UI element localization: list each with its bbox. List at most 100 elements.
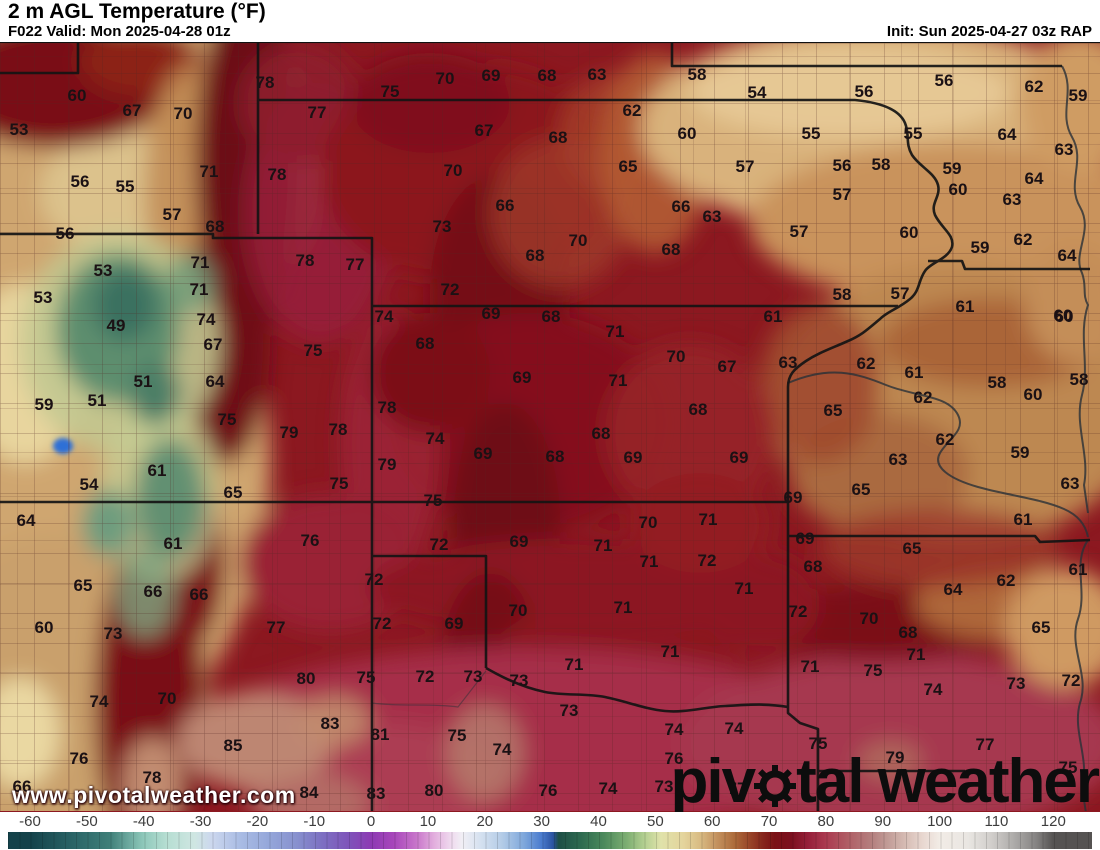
temp-label: 71: [661, 642, 680, 661]
temp-label: 66: [144, 582, 163, 601]
temp-label: 61: [956, 297, 975, 316]
temp-label: 75: [357, 668, 376, 687]
brand-text-pre: piv: [670, 747, 757, 816]
temp-label: 72: [441, 280, 460, 299]
temp-label: 72: [1062, 671, 1081, 690]
temp-label: 56: [855, 82, 874, 101]
temp-label: 62: [914, 388, 933, 407]
header-bar: 2 m AGL Temperature (°F) F022 Valid: Mon…: [0, 0, 1100, 42]
temp-label: 68: [804, 557, 823, 576]
temp-label: 64: [944, 580, 963, 599]
colorbar-tick: -20: [246, 813, 269, 830]
temp-label: 56: [833, 156, 852, 175]
temp-label: 62: [1014, 230, 1033, 249]
temp-label: 69: [796, 529, 815, 548]
temp-label: 78: [329, 420, 348, 439]
temp-label: 80: [425, 781, 444, 800]
temp-label: 63: [779, 353, 798, 372]
temp-label: 62: [1025, 77, 1044, 96]
temp-label: 57: [833, 185, 852, 204]
temp-label: 51: [88, 391, 107, 410]
temp-label: 72: [698, 551, 717, 570]
temp-label: 71: [200, 162, 219, 181]
temp-label: 69: [784, 488, 803, 507]
temp-label: 77: [346, 255, 365, 274]
temp-label: 68: [689, 400, 708, 419]
temp-label: 60: [68, 86, 87, 105]
temp-label: 85: [224, 736, 243, 755]
temp-label: 81: [371, 725, 390, 744]
temp-label: 77: [308, 103, 327, 122]
website-watermark: www.pivotalweather.com: [12, 782, 296, 808]
temp-label: 62: [857, 354, 876, 373]
temp-label: 72: [430, 535, 449, 554]
weather-map: 60 67 70 53 78 56 55 57 71 68 56 53 71 71 53 75 70 69 68 63…: [0, 42, 1100, 814]
valid-time-label: F022 Valid: Mon 2025-04-28 01z: [8, 23, 231, 40]
temp-label: 84: [300, 783, 319, 802]
colorbar-tick: 0: [366, 813, 376, 830]
temp-label: 71: [191, 253, 210, 272]
temp-label: 57: [790, 222, 809, 241]
temp-label: 70: [860, 609, 879, 628]
temp-label: 70: [158, 689, 177, 708]
colorbar-tick: 120: [1040, 813, 1066, 830]
temp-label: 76: [539, 781, 558, 800]
temp-label: 69: [730, 448, 749, 467]
temp-label: 70: [174, 104, 193, 123]
temp-label: 66: [496, 196, 515, 215]
temp-label: 79: [378, 455, 397, 474]
temp-label: 68: [546, 447, 565, 466]
temp-label: 71: [699, 510, 718, 529]
temp-label: 68: [538, 66, 557, 85]
temp-label: 65: [852, 480, 871, 499]
rivers: [371, 65, 1090, 811]
temp-label: 73: [464, 667, 483, 686]
temp-label: 71: [640, 552, 659, 571]
map-canvas: 60 67 70 53 78 56 55 57 71 68 56 53 71 71 53 75 70 69 68 63…: [0, 43, 1100, 811]
temp-label: 70: [569, 231, 588, 250]
temp-label: 61: [1069, 560, 1088, 579]
temp-label: 60: [949, 180, 968, 199]
temp-label: 76: [665, 749, 684, 768]
temp-label: 74: [375, 307, 394, 326]
temp-label: 69: [474, 444, 493, 463]
temp-label: 66: [190, 585, 209, 604]
temp-label: 68: [416, 334, 435, 353]
temp-label: 69: [624, 448, 643, 467]
temp-label: 78: [143, 768, 162, 787]
temp-label: 78: [378, 398, 397, 417]
temp-label: 65: [224, 483, 243, 502]
temp-label: 59: [971, 238, 990, 257]
temp-label: 74: [493, 740, 512, 759]
temp-label: 63: [889, 450, 908, 469]
temp-label: 74: [426, 429, 445, 448]
colorbar-tick: -50: [76, 813, 98, 830]
temp-label: 69: [482, 304, 501, 323]
temp-label: 75: [218, 410, 237, 429]
colorbar-tick: 60: [703, 813, 721, 830]
temp-label: 67: [204, 335, 223, 354]
temp-label: 63: [1055, 140, 1074, 159]
temp-label: 69: [510, 532, 529, 551]
temp-label: 78: [296, 251, 315, 270]
temp-label: 49: [107, 316, 126, 335]
temp-label: 59: [1011, 443, 1030, 462]
temp-label: 61: [905, 363, 924, 382]
temp-label: 63: [1061, 474, 1080, 493]
temp-label: 74: [90, 692, 109, 711]
temp-label: 56: [71, 172, 90, 191]
temp-label: 69: [482, 66, 501, 85]
colorbar-tick: 80: [817, 813, 835, 830]
temp-label: 72: [373, 614, 392, 633]
temp-label: 61: [764, 307, 783, 326]
temp-label: 71: [594, 536, 613, 555]
temp-label: 62: [623, 101, 642, 120]
temp-label: 53: [10, 120, 29, 139]
temp-label: 63: [588, 65, 607, 84]
temp-label: 70: [436, 69, 455, 88]
temp-label: 64: [1025, 169, 1044, 188]
temp-label: 78: [256, 73, 275, 92]
temp-label: 60: [1024, 385, 1043, 404]
temp-label: 73: [655, 777, 674, 796]
